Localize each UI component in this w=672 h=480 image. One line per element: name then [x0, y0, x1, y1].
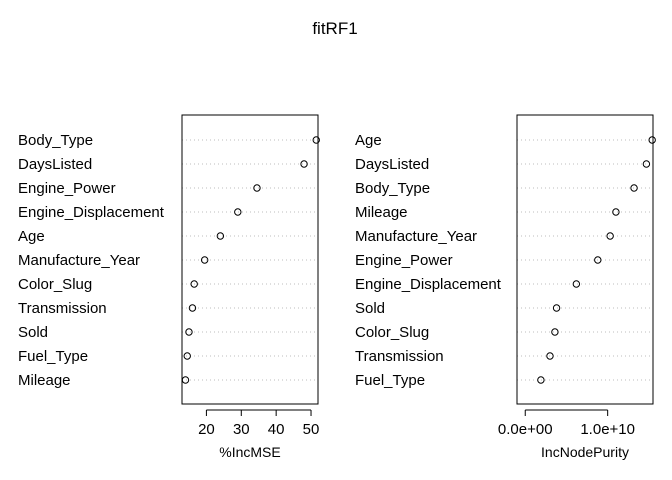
x-axis-title: IncNodePurity	[541, 444, 629, 460]
plot-frame	[516, 114, 654, 405]
data-point	[612, 208, 620, 216]
data-point	[185, 328, 193, 336]
category-label: DaysListed	[18, 156, 92, 173]
category-label: Engine_Power	[18, 180, 116, 197]
category-label: DaysListed	[355, 156, 429, 173]
x-tick-label: 1.0e+10	[580, 421, 635, 438]
x-tick-label: 20	[198, 421, 215, 438]
category-label: Fuel_Type	[355, 372, 425, 389]
data-point	[234, 208, 242, 216]
data-point	[606, 232, 614, 240]
category-label: Color_Slug	[18, 276, 92, 293]
category-label: Engine_Displacement	[355, 276, 502, 293]
data-point	[551, 328, 559, 336]
data-point	[216, 232, 225, 240]
inc-mse-panel: Body_Type DaysListed Engine_Power Engine_Di…	[18, 114, 320, 460]
category-label: Manufacture_Year	[18, 252, 140, 269]
category-label: Sold	[355, 300, 385, 317]
category-label: Manufacture_Year	[355, 228, 477, 245]
figure-title: fitRF1	[312, 19, 357, 38]
category-label: Engine_Displacement	[18, 204, 165, 221]
category-label: Age	[18, 228, 45, 245]
category-label: Mileage	[355, 204, 408, 221]
category-label: Transmission	[18, 300, 107, 317]
data-point	[594, 256, 602, 264]
x-tick-label: 40	[268, 421, 285, 438]
category-label: Engine_Power	[355, 252, 453, 269]
data-point	[181, 376, 190, 384]
plot-frame	[181, 114, 319, 405]
data-point	[190, 280, 198, 288]
category-label: Fuel_Type	[18, 348, 88, 365]
data-point	[648, 136, 656, 144]
category-label: Age	[355, 132, 382, 149]
x-tick-label: 0.0e+00	[498, 421, 553, 438]
data-point	[642, 160, 651, 168]
category-label: Mileage	[18, 372, 71, 389]
data-point	[253, 184, 261, 192]
data-point	[537, 376, 545, 384]
data-point	[188, 304, 197, 312]
category-label: Body_Type	[355, 180, 430, 197]
data-point	[200, 256, 209, 264]
inc-node-purity-panel: Age DaysListed Body_Type Mileage Manufacture…	[355, 114, 656, 460]
data-point	[300, 160, 308, 168]
x-axis-title: %IncMSE	[219, 444, 280, 460]
category-label: Transmission	[355, 348, 444, 365]
data-point	[183, 352, 191, 360]
data-point	[546, 352, 554, 360]
category-label: Body_Type	[18, 132, 93, 149]
category-label: Color_Slug	[355, 324, 429, 341]
x-tick-label: 50	[303, 421, 320, 438]
data-point	[552, 304, 561, 312]
data-point	[312, 136, 320, 144]
category-label: Sold	[18, 324, 48, 341]
x-tick-label: 30	[233, 421, 250, 438]
data-point	[572, 280, 581, 288]
data-point	[630, 184, 638, 192]
